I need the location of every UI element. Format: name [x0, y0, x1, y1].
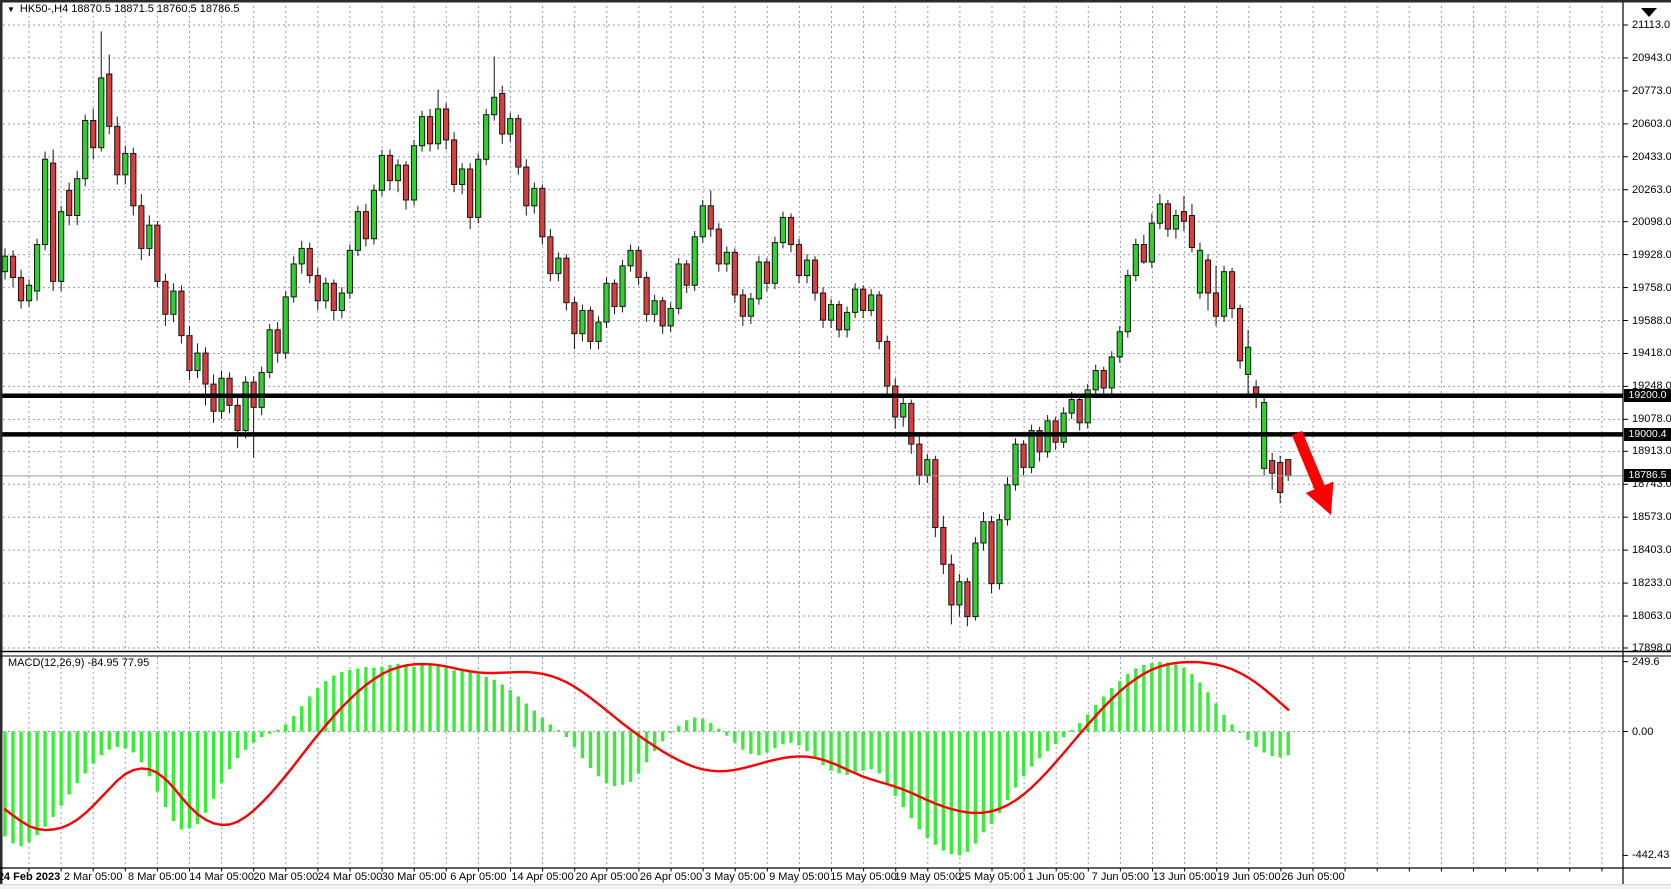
date-tick-label: 24 Mar 05:00 [317, 871, 383, 883]
date-tick-label: 2 Mar 05:00 [63, 871, 123, 883]
down-arrow-annotation[interactable] [1291, 430, 1334, 515]
date-tick-label: 19 Jun 05:00 [1216, 871, 1281, 883]
bottom-scroll-strip[interactable] [0, 884, 1671, 889]
price-tick-label: 19418.0 [1632, 347, 1671, 360]
price-tick-label: 18403.0 [1632, 544, 1671, 557]
price-tick-label: 20943.0 [1632, 51, 1671, 64]
price-tick-label: 18913.0 [1632, 445, 1671, 458]
date-tick-label: 20 Mar 05:00 [253, 871, 319, 883]
date-tick-label: 24 Feb 2023 [0, 871, 61, 883]
date-tick-label: 13 Jun 05:00 [1152, 871, 1217, 883]
date-tick-label: 6 Apr 05:00 [450, 871, 507, 883]
date-tick-label: 14 Apr 05:00 [511, 871, 574, 883]
date-tick-label: 1 Jun 05:00 [1027, 871, 1085, 883]
price-tick-label: 20433.0 [1632, 150, 1671, 163]
price-tick-label: 19928.0 [1632, 248, 1671, 261]
price-tag-current-price: 18786.5 [1624, 469, 1671, 483]
price-tick-label: 18063.0 [1632, 610, 1671, 623]
price-tick-label: 20263.0 [1632, 183, 1671, 196]
date-tick-label: 26 Jun 05:00 [1281, 871, 1345, 883]
macd-histogram [3, 661, 1290, 856]
date-tick-label: 9 May 05:00 [769, 871, 830, 883]
price-tick-label: 19588.0 [1632, 314, 1671, 327]
price-tick-label: 20773.0 [1632, 84, 1671, 97]
date-tick-label: 30 Mar 05:00 [381, 871, 447, 883]
date-tick-label: 14 Mar 05:00 [189, 871, 255, 883]
macd-tick-label: -442.43 [1632, 849, 1670, 862]
price-tag-resistance: 19200.0 [1624, 389, 1671, 403]
date-tick-label: 25 May 05:00 [958, 871, 1026, 883]
macd-signal-line [3, 660, 1290, 832]
date-tick-label: 15 May 05:00 [830, 871, 897, 883]
price-tick-label: 18573.0 [1632, 511, 1671, 524]
price-tick-label: 17898.0 [1632, 642, 1671, 654]
date-tick-label: 26 Apr 05:00 [639, 871, 703, 883]
price-tick-label: 18233.0 [1632, 577, 1671, 590]
symbol-ohlc-label: HK50-,H4 18870.5 18871.5 18760.5 18786.5 [19, 3, 240, 15]
price-tick-label: 19758.0 [1632, 281, 1671, 294]
axis-ticks [28, 24, 1628, 872]
axis-shift-icon[interactable] [1641, 8, 1657, 17]
macd-tick-label: 249.6 [1632, 655, 1660, 668]
symbol-dropdown-icon[interactable]: ▼ [7, 4, 15, 14]
date-tick-label: 19 May 05:00 [894, 871, 962, 883]
macd-tick-label: 0.00 [1632, 725, 1654, 738]
price-tick-label: 19078.0 [1632, 413, 1671, 426]
date-tick-label: 7 Jun 05:00 [1091, 871, 1150, 883]
candlestick-series [1, 31, 1292, 627]
date-tick-label: 8 Mar 05:00 [128, 871, 187, 883]
price-tick-label: 21113.0 [1632, 19, 1671, 31]
macd-indicator-label: MACD(12,26,9) -84.95 77.95 [8, 657, 150, 669]
price-tick-label: 20098.0 [1632, 215, 1671, 228]
price-tag-support: 19000.4 [1624, 427, 1671, 441]
chart-title-bar: ▼ HK50-,H4 18870.5 18871.5 18760.5 18786… [7, 3, 240, 15]
price-tick-label: 20603.0 [1632, 117, 1671, 130]
date-tick-label: 20 Apr 05:00 [575, 871, 638, 883]
horizontal-level-lines[interactable] [0, 393, 1623, 437]
date-tick-label: 3 May 05:00 [704, 871, 766, 883]
